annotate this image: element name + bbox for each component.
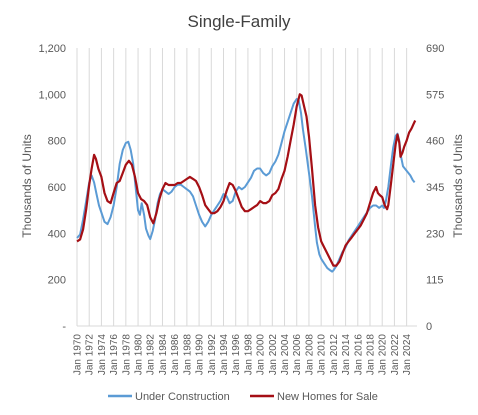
y-left-tick-label: 1,200 [38,43,66,55]
legend: Under Construction New Homes for Sale [108,391,378,403]
x-tick-label: Jan 2000 [256,334,267,376]
grid-lines [76,48,408,326]
x-tick-label: Jan 1996 [231,334,242,376]
x-tick-label: Jan 1970 [73,334,84,376]
y-right-tick-label: 115 [426,275,444,287]
chart-title: Single-Family [188,12,291,31]
y-left-tick-label: 600 [48,182,66,194]
y-axis-left-ticks: - 200 400 600 800 1,000 1,200 [38,43,66,333]
x-tick-label: Jan 1994 [219,334,230,376]
x-tick-label: Jan 1982 [146,334,157,376]
x-tick-label: Jan 1986 [170,334,181,376]
x-tick-label: Jan 2006 [292,334,303,376]
x-axis-ticks: Jan 1970 Jan 1972 Jan 1974 Jan 1976 Jan 1978… [73,334,414,376]
x-tick-label: Jan 2010 [317,334,328,376]
x-tick-label: Jan 2008 [304,334,315,376]
series-line-new-homes-for-sale [76,93,417,267]
y-right-tick-label: 460 [426,136,444,148]
y-right-tick-label: 690 [426,43,444,55]
x-tick-label: Jan 1988 [182,334,193,376]
x-tick-label: Jan 2020 [378,334,389,376]
series-lines [76,93,417,273]
x-tick-label: Jan 1976 [109,334,120,376]
x-tick-label: Jan 2024 [402,334,413,376]
y-axis-label-left: Thousands of Units [20,134,34,237]
y-left-tick-label: 200 [48,275,66,287]
x-tick-label: Jan 2018 [365,334,376,376]
x-tick-label: Jan 1980 [134,334,145,376]
y-left-tick-label: 800 [48,136,66,148]
x-tick-label: Jan 1990 [195,334,206,376]
x-tick-label: Jan 1978 [121,334,132,376]
x-tick-label: Jan 2016 [353,334,364,376]
x-tick-label: Jan 1972 [85,334,96,376]
legend-label-under-construction: Under Construction [135,391,230,403]
x-tick-label: Jan 1974 [97,334,108,376]
y-left-tick-label: - [62,321,66,333]
y-right-tick-label: 230 [426,228,444,240]
x-tick-label: Jan 1984 [158,334,169,376]
y-left-tick-label: 400 [48,228,66,240]
y-right-tick-label: 575 [426,89,444,101]
y-axis-label-right: Thousands of Units [451,134,465,237]
series-line-under-construction [76,98,416,273]
x-tick-label: Jan 1998 [243,334,254,376]
x-tick-label: Jan 2004 [280,334,291,376]
x-tick-label: Jan 2012 [329,334,340,376]
legend-label-new-homes: New Homes for Sale [277,391,378,403]
y-right-tick-label: 345 [426,182,444,194]
y-right-tick-label: 0 [426,321,432,333]
x-tick-label: Jan 2022 [390,334,401,376]
y-left-tick-label: 1,000 [38,89,66,101]
y-axis-right-ticks: 0 115 230 345 460 575 690 [426,43,444,333]
x-tick-label: Jan 2002 [268,334,279,376]
x-tick-label: Jan 1992 [207,334,218,376]
x-tick-label: Jan 2014 [341,334,352,376]
